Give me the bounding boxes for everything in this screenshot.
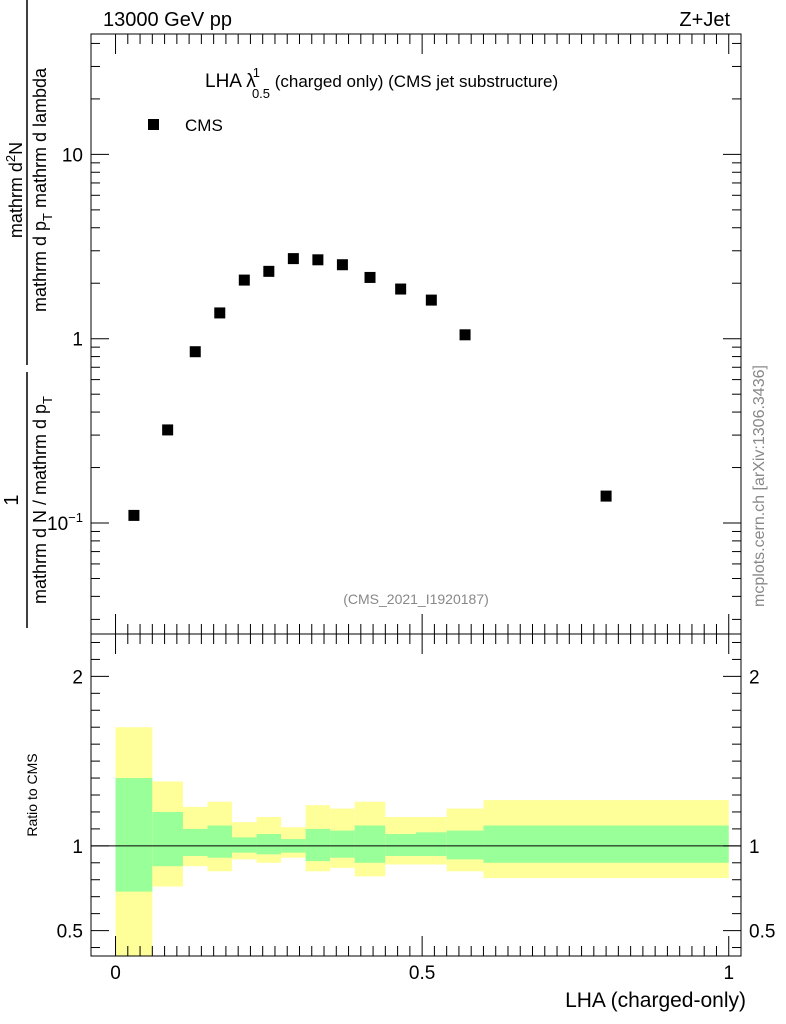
cms-point-10 [395, 283, 407, 295]
ratio-ytick-label-left-0: 0.5 [57, 922, 83, 943]
cms-point-4 [238, 274, 250, 286]
ratio-ytick-label-right-2: 2 [749, 667, 760, 688]
ratio-band-inner-2 [182, 828, 208, 857]
cms-point-11 [425, 294, 437, 306]
ratio-band-inner-3 [207, 825, 233, 858]
x-axis-label: LHA (charged-only) [565, 989, 746, 1012]
cms-point-9 [364, 271, 376, 283]
ratio-band-inner-10 [385, 833, 416, 857]
ratio-ytick-label-right-1: 1 [749, 837, 760, 858]
ratio-band-inner-8 [330, 830, 355, 858]
cms-point-13 [600, 490, 612, 502]
x-tick-label-0: 0 [110, 963, 121, 984]
ylabel-numerator: mathrm d2N [3, 142, 26, 238]
ylabel-fraction-denominator: mathrm d pT mathrm d lambda [30, 67, 55, 312]
legend-label-cms: CMS [185, 116, 223, 135]
ratio-ytick-label-right-0: 0.5 [749, 922, 775, 943]
ratio-band-inner-1 [152, 811, 183, 867]
ratio-ytick-label-left-1: 1 [72, 837, 83, 858]
ylabel-one: 1 [1, 494, 23, 505]
cms-point-1 [162, 424, 174, 436]
ratio-ytick-label-left-2: 2 [72, 667, 83, 688]
legend-marker-cms [148, 119, 159, 130]
main-ylabel: 1 mathrm d N / mathrm d pT mathrm d2N ma… [1, 0, 55, 628]
main-ytick-label-2: 10 [62, 145, 83, 166]
process-label: Z+Jet [679, 9, 730, 31]
cms-point-6 [287, 253, 299, 265]
ratio-band-inner-13 [483, 825, 729, 863]
cms-point-12 [459, 329, 471, 341]
x-tick-label-2: 1 [723, 963, 734, 984]
tick-labels: 10−1 1 10 0 0.5 1 0.5 0.5 1 1 2 2 [47, 145, 775, 984]
ratio-band-inner-5 [256, 833, 282, 855]
ratio-band-inner-9 [354, 825, 386, 863]
x-tick-label-1: 0.5 [409, 963, 435, 984]
axis-ticks [91, 34, 741, 956]
plot-title: LHA λ1 0.5 (charged only) (CMS jet substr… [205, 65, 558, 101]
cms-point-2 [189, 346, 201, 358]
analysis-id: (CMS_2021_I1920187) [343, 591, 489, 607]
ratio-band-inner-0 [115, 778, 153, 892]
ratio-band-inner-11 [416, 832, 447, 857]
ratio-band-inner-12 [446, 830, 484, 860]
ratio-band-inner-4 [232, 837, 257, 853]
cms-point-3 [214, 307, 226, 319]
cms-point-7 [312, 254, 324, 266]
ratio-band-inner-7 [305, 828, 331, 862]
main-ytick-label-1: 1 [72, 330, 83, 351]
mcplots-label: mcplots.cern.ch [arXiv:1306.3436] [751, 365, 768, 607]
main-ytick-label-0: 10−1 [47, 510, 83, 535]
cms-point-5 [263, 265, 275, 277]
cms-data-points [128, 253, 612, 521]
cms-point-8 [336, 259, 348, 271]
ratio-bands [115, 727, 729, 956]
ratio-frame [90, 633, 742, 957]
ylabel-denominator: mathrm d N / mathrm d pT [30, 396, 55, 604]
ratio-ylabel: Ratio to CMS [24, 753, 40, 836]
energy-label: 13000 GeV pp [103, 9, 232, 31]
cms-point-0 [128, 509, 140, 521]
